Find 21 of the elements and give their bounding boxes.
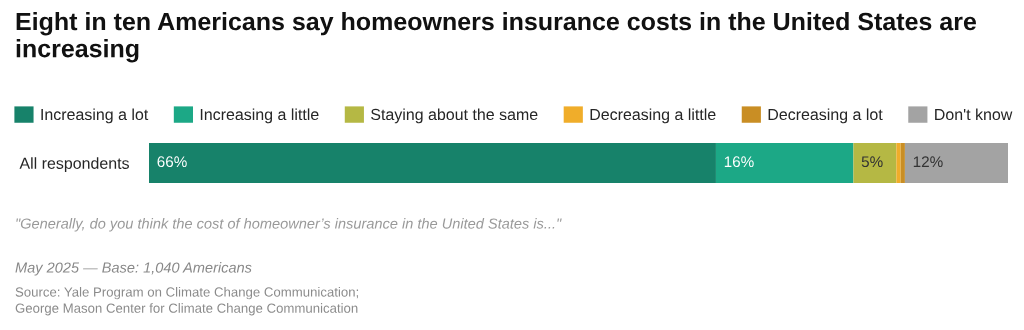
bar	[149, 143, 716, 183]
data-label: 12%	[913, 156, 943, 168]
text: May 2025 — Base: 1,040 Americans	[15, 262, 252, 276]
legend-label: Increasing a lot	[41, 108, 149, 124]
y-tick-label: All respondents	[19, 157, 129, 173]
data-label: 16%	[724, 156, 754, 168]
legend-label: Decreasing a lot	[768, 108, 883, 124]
data-label: 5%	[861, 156, 883, 168]
data-label: 66%	[157, 156, 187, 168]
source-note: Source: Yale Program on Climate Change Communication; George Mason Center for Climate Change Communication	[15, 287, 359, 316]
bar	[900, 143, 905, 183]
legend-label: Increasing a little	[200, 108, 319, 124]
bar	[896, 143, 901, 183]
bar	[853, 143, 897, 183]
legend-label: Decreasing a little	[590, 108, 716, 124]
legend-label: Staying about the same	[371, 108, 538, 124]
bar	[904, 143, 1008, 183]
chart-title: Eight in ten Americans say homeowners insurance costs in the United States are increasing	[16, 12, 976, 63]
legend-label: Don't know	[935, 108, 1013, 121]
text: "Generally, do you think the cost of homeowner’s insurance in the United States is..."	[16, 218, 562, 232]
bar	[715, 143, 854, 183]
